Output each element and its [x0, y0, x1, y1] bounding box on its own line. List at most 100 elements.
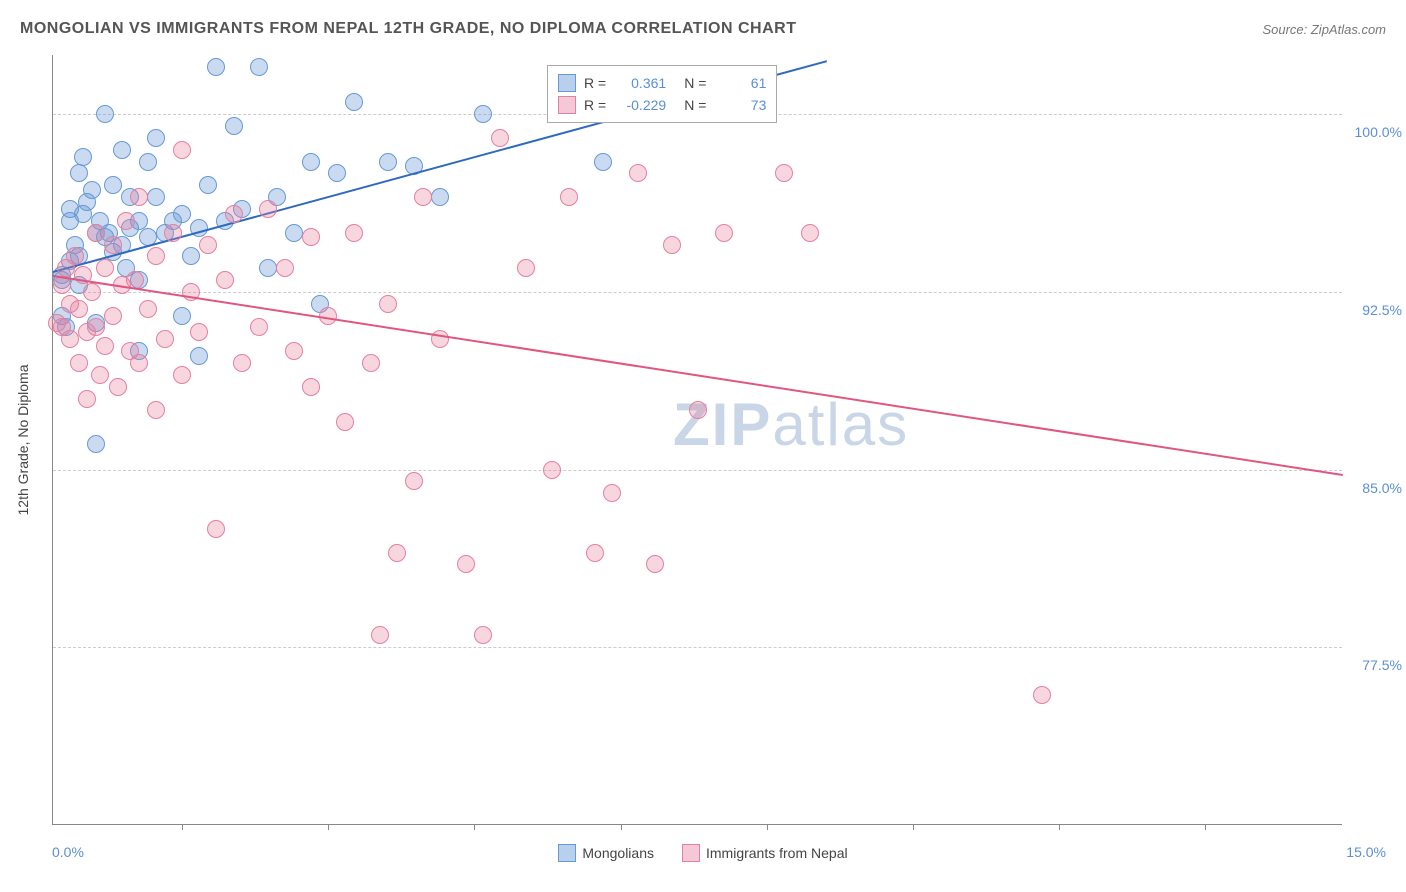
data-point [130, 188, 148, 206]
legend-r-value: -0.229 [614, 94, 666, 116]
legend-bottom-item: Immigrants from Nepal [682, 844, 848, 862]
data-point [285, 224, 303, 242]
data-point [388, 544, 406, 562]
legend-bottom: Mongolians Immigrants from Nepal [0, 844, 1406, 865]
data-point [345, 93, 363, 111]
data-point [78, 390, 96, 408]
data-point [199, 176, 217, 194]
legend-row: R = -0.229N = 73 [558, 94, 766, 116]
data-point [560, 188, 578, 206]
x-tick [474, 824, 475, 830]
y-tick-label: 92.5% [1362, 302, 1402, 318]
data-point [113, 141, 131, 159]
legend-swatch [558, 96, 576, 114]
legend-r-label: R = [584, 94, 606, 116]
chart-title: MONGOLIAN VS IMMIGRANTS FROM NEPAL 12TH … [20, 20, 796, 38]
data-point [431, 188, 449, 206]
data-point [173, 366, 191, 384]
data-point [48, 314, 66, 332]
data-point [117, 212, 135, 230]
data-point [83, 283, 101, 301]
data-point [285, 342, 303, 360]
y-tick-label: 85.0% [1362, 480, 1402, 496]
data-point [70, 354, 88, 372]
data-point [96, 259, 114, 277]
data-point [87, 224, 105, 242]
data-point [259, 259, 277, 277]
legend-swatch [682, 844, 700, 862]
data-point [259, 200, 277, 218]
data-point [517, 259, 535, 277]
data-point [147, 129, 165, 147]
y-tick-label: 77.5% [1362, 657, 1402, 673]
trend-line [53, 275, 1343, 476]
data-point [302, 153, 320, 171]
data-point [1033, 686, 1051, 704]
data-point [586, 544, 604, 562]
x-tick [1205, 824, 1206, 830]
data-point [689, 401, 707, 419]
source-label: Source: ZipAtlas.com [1262, 22, 1386, 37]
data-point [328, 164, 346, 182]
y-axis-label: 12th Grade, No Diploma [15, 365, 31, 516]
data-point [543, 461, 561, 479]
data-point [173, 141, 191, 159]
data-point [66, 247, 84, 265]
data-point [405, 472, 423, 490]
data-point [225, 205, 243, 223]
data-point [74, 148, 92, 166]
x-tick [328, 824, 329, 830]
gridline [53, 292, 1342, 293]
data-point [109, 378, 127, 396]
y-tick-label: 100.0% [1355, 124, 1402, 140]
chart-container: MONGOLIAN VS IMMIGRANTS FROM NEPAL 12TH … [0, 0, 1406, 892]
data-point [371, 626, 389, 644]
data-point [83, 181, 101, 199]
data-point [216, 271, 234, 289]
data-point [594, 153, 612, 171]
data-point [96, 105, 114, 123]
data-point [491, 129, 509, 147]
data-point [104, 307, 122, 325]
data-point [250, 58, 268, 76]
x-tick [182, 824, 183, 830]
plot-area: ZIPatlas 77.5%85.0%92.5%100.0% [52, 55, 1342, 825]
data-point [61, 330, 79, 348]
legend-r-value: 0.361 [614, 72, 666, 94]
legend-n-label: N = [684, 94, 706, 116]
data-point [457, 555, 475, 573]
data-point [190, 323, 208, 341]
data-point [182, 247, 200, 265]
data-point [250, 318, 268, 336]
data-point [233, 354, 251, 372]
data-point [207, 58, 225, 76]
data-point [629, 164, 647, 182]
data-point [302, 228, 320, 246]
data-point [91, 366, 109, 384]
data-point [603, 484, 621, 502]
data-point [173, 205, 191, 223]
data-point [130, 354, 148, 372]
data-point [646, 555, 664, 573]
data-point [414, 188, 432, 206]
data-point [379, 153, 397, 171]
legend-series-name: Immigrants from Nepal [706, 845, 848, 861]
data-point [801, 224, 819, 242]
watermark-bold: ZIP [673, 391, 772, 458]
data-point [87, 435, 105, 453]
data-point [139, 300, 157, 318]
data-point [156, 330, 174, 348]
watermark: ZIPatlas [673, 390, 909, 459]
data-point [147, 401, 165, 419]
x-tick [767, 824, 768, 830]
data-point [663, 236, 681, 254]
data-point [164, 224, 182, 242]
legend-inset: R = 0.361N = 61R = -0.229N = 73 [547, 65, 777, 123]
data-point [199, 236, 217, 254]
legend-bottom-item: Mongolians [558, 844, 654, 862]
x-tick [621, 824, 622, 830]
gridline [53, 470, 1342, 471]
legend-swatch [558, 844, 576, 862]
data-point [190, 347, 208, 365]
data-point [474, 626, 492, 644]
